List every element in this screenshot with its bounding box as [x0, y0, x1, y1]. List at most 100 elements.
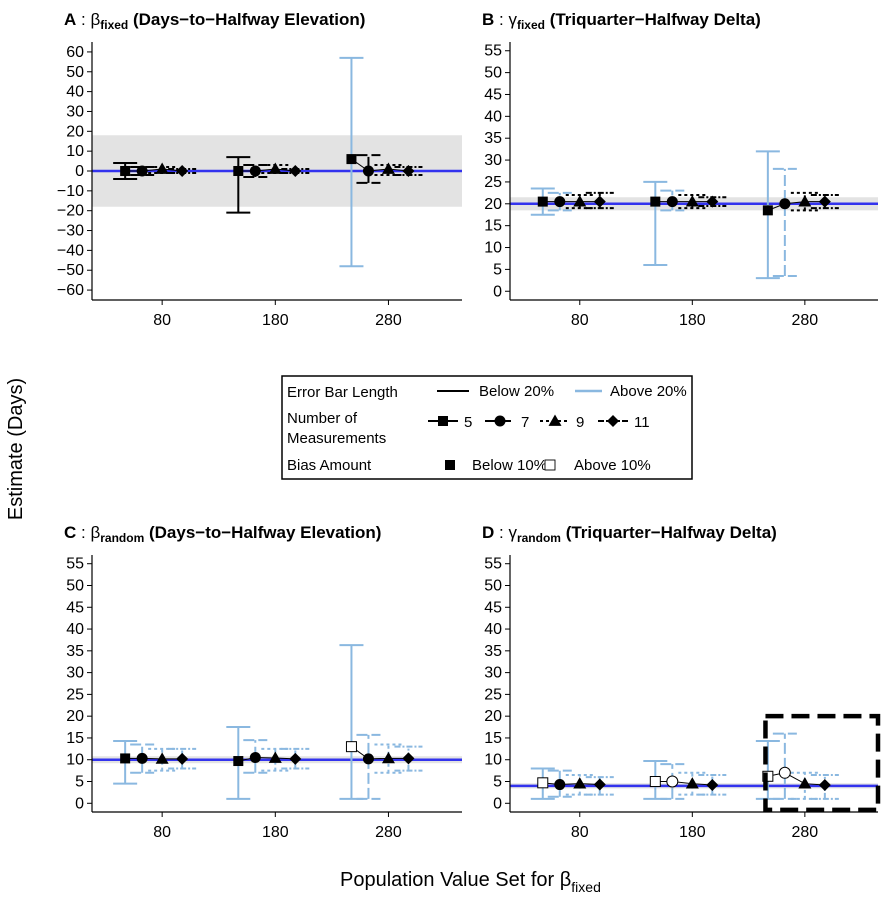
panel-d-point-n5	[649, 776, 661, 788]
panel-a-point-n11	[289, 165, 302, 177]
panel-a-greek: β	[90, 10, 100, 29]
panel-a-estimate-line	[351, 158, 409, 172]
panel-b-ytick-label: 0	[493, 283, 502, 300]
panel-d-ytick-label: 20	[484, 708, 502, 725]
legend-key-n7: 7	[485, 414, 529, 431]
legend-bias-below-label: Below 10%	[472, 457, 547, 474]
x-axis-label-sub: fixed	[571, 879, 601, 895]
panel-d-point-n5	[762, 770, 774, 782]
panel-b-point-n5	[650, 196, 661, 207]
panel-d-point-n9	[685, 777, 699, 789]
panel-c-ytick-label: 35	[66, 643, 84, 660]
panel-d-xtick-label: 80	[571, 824, 589, 841]
y-axis-label: Estimate (Days)	[5, 378, 27, 520]
panel-d-colon: :	[494, 523, 508, 542]
panel-a-point-n5	[233, 166, 244, 176]
panel-a-point-n9	[155, 162, 169, 174]
panel-c-ytick-label: 50	[66, 577, 84, 594]
panel-d-estimate-line	[542, 782, 600, 786]
panel-a-ytick-label: −40	[57, 242, 84, 259]
panel-d-ytick-label: 50	[484, 577, 502, 594]
panel-c-xtick-label: 80	[153, 824, 171, 841]
panel-b-estimate-line	[767, 201, 825, 211]
panel-c-point-n11	[402, 752, 415, 765]
panel-a-point-n9	[268, 162, 282, 174]
panel-a-xtick-label: 280	[375, 312, 402, 329]
legend: Error Bar Length Below 20% Above 20% Num…	[281, 375, 693, 480]
panel-b-xtick-label: 180	[679, 312, 706, 329]
panel-c-title: C : βrandom (Days−to−Halfway Elevation)	[64, 523, 381, 545]
panel-a-ytick-label: −10	[57, 183, 84, 200]
legend-key-label: 7	[521, 414, 529, 431]
legend-key-marker	[607, 415, 619, 427]
panel-d-xtick-label: 280	[791, 824, 818, 841]
panel-a-ytick-label: 30	[66, 103, 84, 120]
panel-b-sub: fixed	[517, 18, 545, 32]
panel-a-point-n5	[120, 166, 131, 176]
panel-c-ytick-label: 40	[66, 621, 84, 638]
panel-b-ytick-label: 30	[484, 152, 502, 169]
panel-a-point-n11	[176, 165, 189, 177]
panel-b-ytick-label: 15	[484, 218, 502, 235]
panel-b-point-n7	[666, 196, 678, 208]
panel-b-ytick-label: 50	[484, 65, 502, 82]
panel-c-ytick-label: 10	[66, 752, 84, 769]
panel-b-ytick-label: 25	[484, 174, 502, 191]
panel-b-point-n9	[573, 195, 587, 207]
panel-c-point-n7	[249, 752, 261, 764]
panel-a-point-n7	[136, 165, 148, 177]
panel-b-ytick-label: 40	[484, 108, 502, 125]
panel-b-ytick-label: 20	[484, 196, 502, 213]
legend-key-n9: 9	[540, 414, 584, 431]
legend-key-n11: 11	[598, 414, 650, 431]
panel-d-greek: γ	[508, 523, 517, 542]
panel-c-colon: :	[76, 523, 90, 542]
panel-b-title: B : γfixed (Triquarter−Halfway Delta)	[482, 10, 761, 32]
panel-b-ytick-label: 55	[484, 43, 502, 60]
panel-b-letter: B	[482, 10, 494, 29]
panel-c-errorbar-n7	[130, 743, 155, 774]
panel-d-point-n7	[554, 779, 566, 791]
panel-c-point-n11	[289, 752, 302, 765]
panel-a-colon: :	[76, 10, 90, 29]
panel-b-ytick-label: 35	[484, 130, 502, 147]
legend-key-n5: 5	[428, 414, 472, 431]
panel-c-estimate-line	[238, 757, 296, 762]
panel-d-point-n9	[573, 777, 587, 789]
panel-b-ytick-label: 45	[484, 86, 502, 103]
panel-b: B : γfixed (Triquarter−Halfway Delta) 0 5 1…	[482, 10, 878, 329]
legend-above20-label: Above 20%	[610, 383, 687, 400]
panel-d-errorbar-n5	[755, 739, 780, 800]
panel-d-ytick-label: 35	[484, 643, 502, 660]
legend-measurement-keys: 5 7 9 11	[428, 414, 650, 431]
panel-c-letter: C	[64, 523, 76, 542]
panel-c-point-n5	[233, 756, 244, 767]
panel-b-point-n9	[685, 195, 699, 207]
panel-a-xtick-label: 180	[262, 312, 289, 329]
panel-d: D : γrandom (Triquarter−Halfway Delta) 0 5…	[482, 523, 881, 841]
panel-b-point-n5	[762, 205, 773, 216]
panel-c-xtick-label: 180	[262, 824, 289, 841]
panel-d-ytick-label: 5	[493, 774, 502, 791]
panel-b-name: (Triquarter−Halfway Delta)	[545, 10, 761, 29]
panel-a-ytick-label: 10	[66, 143, 84, 160]
panel-c-ytick-label: 0	[75, 795, 84, 812]
panel-d-point-n11	[706, 778, 719, 791]
panel-a-title: A : βfixed (Days−to−Halfway Elevation)	[64, 10, 365, 32]
panel-d-ytick-label: 55	[484, 556, 502, 573]
panel-c-ytick-label: 55	[66, 556, 84, 573]
panel-b-colon: :	[494, 10, 508, 29]
legend-key-marker	[548, 414, 562, 426]
legend-measurements-title-2: Measurements	[287, 430, 386, 447]
panel-a-ytick-label: 60	[66, 44, 84, 61]
panel-c-ytick-label: 20	[66, 708, 84, 725]
panel-a-point-n5	[346, 154, 357, 165]
panel-b-ytick-label: 5	[493, 261, 502, 278]
panel-c-errorbar-n5	[339, 644, 364, 800]
panel-d-point-n7	[778, 766, 791, 779]
panel-c-point-n7	[362, 753, 374, 765]
panel-d-ytick-label: 30	[484, 665, 502, 682]
panel-a-estimate-line	[125, 168, 183, 172]
legend-key-marker	[494, 415, 506, 427]
panel-c-xtick-label: 280	[375, 824, 402, 841]
